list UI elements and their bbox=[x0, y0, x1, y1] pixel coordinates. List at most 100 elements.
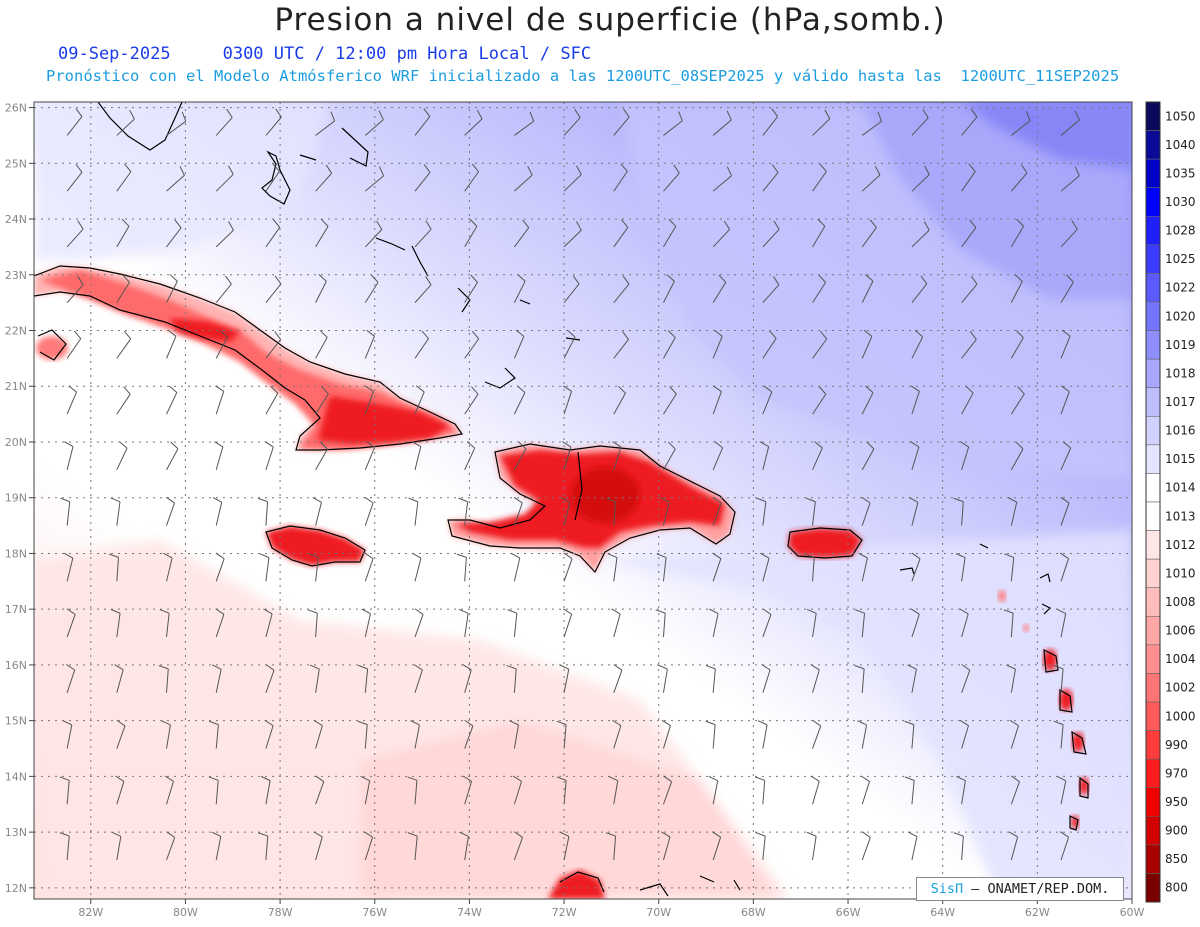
lat-label-25N: 25N bbox=[5, 157, 27, 170]
wind-barb bbox=[605, 832, 617, 861]
wind-barb bbox=[1010, 274, 1023, 303]
wind-barb bbox=[313, 719, 323, 749]
wind-barb bbox=[860, 775, 871, 805]
wind-barb bbox=[462, 664, 472, 693]
wind-barb bbox=[805, 497, 816, 526]
wind-barb bbox=[662, 775, 673, 805]
wind-barb bbox=[110, 608, 121, 638]
lon-label-72W: 72W bbox=[552, 906, 577, 919]
colorbar-swatch-1006 bbox=[1145, 615, 1161, 646]
wind-barb bbox=[513, 496, 523, 526]
wind-barb bbox=[166, 329, 177, 359]
wind-barb bbox=[961, 385, 974, 415]
wind-barb bbox=[911, 275, 928, 303]
lat-label-22N: 22N bbox=[5, 325, 27, 338]
wind-barb bbox=[810, 775, 820, 805]
wind-barb bbox=[364, 552, 374, 582]
wind-barb bbox=[315, 274, 327, 303]
colorbar-swatch-1019 bbox=[1145, 330, 1161, 360]
wind-barb bbox=[605, 497, 616, 526]
lat-label-12N: 12N bbox=[5, 882, 27, 895]
wind-barb bbox=[265, 664, 275, 693]
wind-barb bbox=[208, 720, 219, 749]
colorbar-swatch-1012 bbox=[1145, 530, 1161, 560]
colorbar-label-970: 970 bbox=[1165, 766, 1188, 780]
wind-barb bbox=[762, 276, 780, 303]
wind-barb bbox=[215, 608, 225, 638]
colorbar-swatch-850 bbox=[1145, 844, 1161, 874]
wind-barb bbox=[215, 221, 234, 248]
wind-barb bbox=[1053, 664, 1064, 693]
wind-barb bbox=[953, 832, 964, 861]
wind-barb bbox=[613, 219, 629, 248]
wind-barb bbox=[66, 385, 78, 415]
wind-barb bbox=[904, 776, 915, 805]
wind-barb bbox=[315, 111, 336, 136]
lat-label-23N: 23N bbox=[5, 269, 27, 282]
wind-barb bbox=[414, 276, 432, 303]
colorbar-label-1022: 1022 bbox=[1165, 281, 1196, 295]
wind-barb bbox=[512, 775, 523, 805]
wind-barb bbox=[114, 664, 124, 693]
wind-barb bbox=[712, 274, 727, 303]
wind-barb bbox=[464, 330, 480, 359]
wind-barb bbox=[1007, 497, 1018, 526]
forecast-date: 09-Sep-2025 bbox=[58, 44, 171, 64]
wind-barb bbox=[961, 664, 971, 693]
wind-barb bbox=[60, 497, 71, 526]
wind-barb bbox=[215, 275, 232, 303]
colorbar-swatch-1050 bbox=[1145, 101, 1161, 131]
wind-barb bbox=[563, 221, 582, 248]
wind-barb bbox=[663, 164, 680, 192]
wind-barb bbox=[663, 330, 676, 359]
jamaica-land bbox=[266, 526, 365, 566]
colorbar-label-1008: 1008 bbox=[1165, 595, 1196, 609]
wind-barb bbox=[507, 609, 518, 638]
wind-barb bbox=[408, 497, 419, 526]
wind-barb bbox=[1059, 831, 1070, 861]
colorbar-swatch-1025 bbox=[1145, 244, 1161, 274]
colorbar-label-1050: 1050 bbox=[1165, 109, 1196, 123]
wind-barb bbox=[364, 385, 374, 415]
wind-barb bbox=[712, 496, 722, 526]
wind-barb bbox=[1056, 608, 1067, 638]
wind-barb bbox=[315, 386, 329, 415]
wind-barb bbox=[1010, 441, 1024, 471]
colorbar-label-1017: 1017 bbox=[1165, 395, 1196, 409]
wind-barb bbox=[612, 441, 622, 470]
colorbar-label-990: 990 bbox=[1165, 738, 1188, 752]
lon-label-82W: 82W bbox=[78, 906, 103, 919]
wind-barbs bbox=[59, 108, 1080, 861]
colorbar-label-1014: 1014 bbox=[1165, 481, 1196, 495]
wind-barb bbox=[661, 719, 671, 749]
colorbar-label-1025: 1025 bbox=[1165, 252, 1196, 266]
wind-barb bbox=[258, 832, 269, 861]
wind-barb bbox=[961, 163, 976, 192]
wind-barb bbox=[116, 163, 132, 192]
wind-barb bbox=[307, 609, 318, 638]
wind-barb bbox=[1060, 220, 1078, 248]
wind-barb bbox=[464, 386, 479, 415]
wind-barb bbox=[315, 330, 328, 359]
wind-barb bbox=[414, 608, 424, 638]
wind-barb bbox=[663, 386, 677, 415]
wind-barb bbox=[414, 330, 429, 359]
wind-barb bbox=[812, 274, 827, 303]
wind-barb bbox=[708, 775, 719, 805]
wind-barb bbox=[312, 497, 322, 526]
wind-barb bbox=[1060, 385, 1070, 415]
wind-barb bbox=[414, 108, 431, 136]
wind-barb bbox=[559, 664, 570, 693]
wind-barb bbox=[464, 163, 480, 192]
wind-barb bbox=[265, 108, 282, 136]
wind-barb bbox=[806, 831, 817, 861]
wind-barb bbox=[63, 552, 74, 582]
lon-label-64W: 64W bbox=[930, 906, 955, 919]
wind-barb bbox=[613, 163, 628, 192]
coastlines bbox=[34, 102, 1089, 897]
wind-barb bbox=[812, 719, 822, 749]
colorbar-swatch-1018 bbox=[1145, 358, 1161, 389]
wind-barb bbox=[1010, 386, 1025, 415]
wind-barb bbox=[458, 497, 469, 526]
wind-barb bbox=[656, 553, 667, 582]
